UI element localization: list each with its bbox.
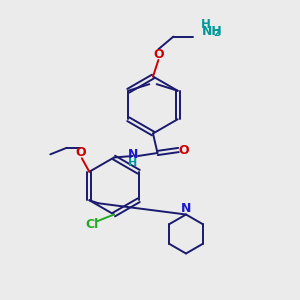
Text: N: N	[128, 148, 138, 161]
Text: O: O	[75, 146, 86, 159]
Text: O: O	[178, 143, 189, 157]
Text: Cl: Cl	[86, 218, 99, 231]
Text: N: N	[181, 202, 191, 215]
Text: NH: NH	[202, 25, 223, 38]
Text: H: H	[128, 158, 137, 169]
Text: 2: 2	[213, 29, 220, 38]
Text: H: H	[201, 17, 211, 31]
Text: O: O	[153, 48, 164, 61]
